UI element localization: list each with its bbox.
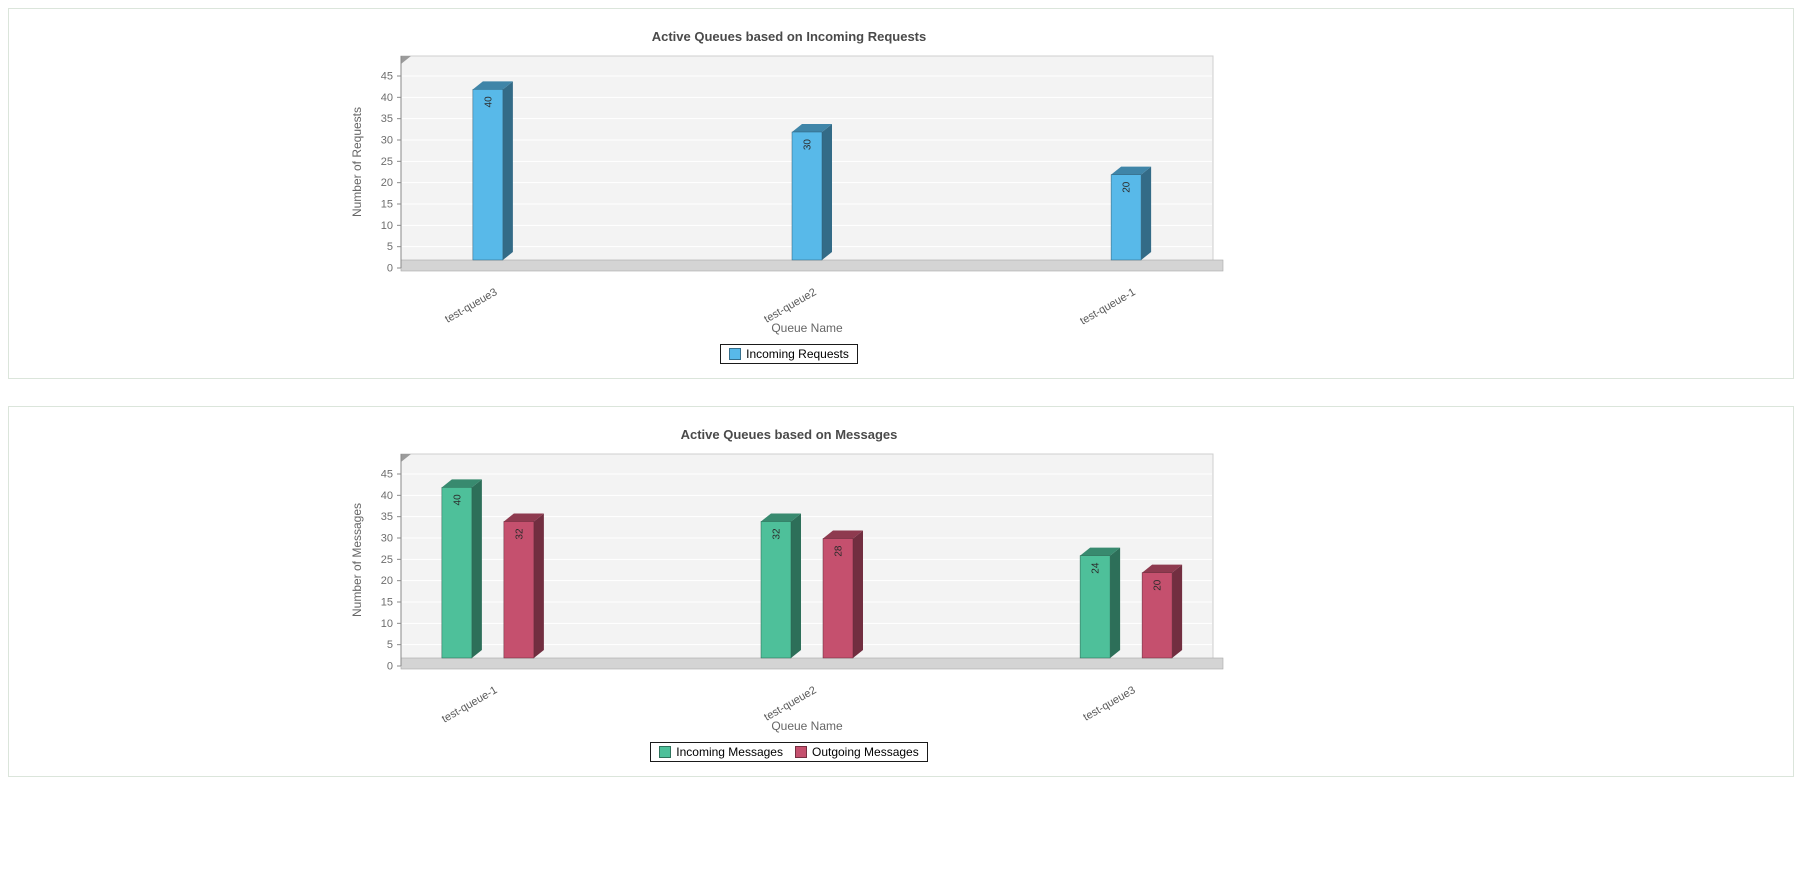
y-axis-tick-label: 10: [381, 220, 393, 232]
bar-side-face: [1172, 564, 1183, 658]
y-axis-tick-label: 15: [381, 597, 393, 609]
bar-value-label: 40: [452, 494, 463, 506]
y-axis-tick-label: 35: [381, 511, 393, 523]
x-category-label: test-queue3: [1081, 684, 1137, 723]
y-axis-tick-label: 5: [387, 639, 393, 651]
x-axis-title: Queue Name: [771, 719, 843, 733]
y-axis-tick-label: 40: [381, 92, 393, 104]
chart-area: Active Queues based on Messages 0 5 10 15 20…: [9, 427, 1569, 762]
y-axis-tick-label: 25: [381, 156, 393, 168]
bar-side-face: [533, 513, 544, 658]
bar: [1141, 572, 1173, 659]
chart-title: Active Queues based on Messages: [680, 427, 898, 442]
bar-value-label: 30: [803, 139, 814, 151]
chart-area: Active Queues based on Incoming Requests…: [9, 29, 1569, 364]
bar-value-label: 20: [1153, 579, 1164, 591]
x-axis-title: Queue Name: [771, 321, 843, 335]
incoming-requests-bar-chart: 0 5 10 15 20 25 30 35 40 45 40 test-queue3 30 test-qu…: [350, 55, 1224, 335]
bar-top-face: [1080, 547, 1121, 556]
wall-corner-3d: [401, 56, 411, 64]
bar: [791, 131, 823, 261]
bar-top-face: [1142, 564, 1183, 573]
bar-top-face: [1111, 166, 1152, 175]
bar-top-face: [761, 513, 801, 522]
bar: [760, 521, 792, 659]
bar-value-label: 20: [1122, 181, 1133, 193]
legend-row: Incoming Requests: [9, 344, 1569, 364]
bar-side-face: [853, 530, 863, 658]
bar-top-face: [503, 513, 544, 522]
chart-panel-incoming-requests: Active Queues based on Incoming Requests…: [8, 8, 1794, 379]
x-category-label: test-queue3: [443, 286, 499, 325]
legend-label: Incoming Messages: [676, 745, 783, 759]
y-axis-tick-label: 45: [381, 469, 393, 481]
legend-item: Incoming Requests: [729, 347, 849, 361]
bar-value-label: 28: [834, 545, 845, 557]
bar-top-face: [823, 530, 863, 539]
bar-top-face: [472, 81, 513, 90]
x-category-label: test-queue2: [762, 684, 818, 723]
legend-label: Outgoing Messages: [811, 745, 919, 759]
y-axis-tick-label: 10: [381, 618, 393, 630]
bar-value-label: 40: [483, 96, 494, 108]
legend-swatch: [794, 746, 807, 758]
bar-value-label: 24: [1091, 562, 1102, 574]
bar: [441, 487, 473, 659]
bar-side-face: [822, 124, 832, 260]
bar-value-label: 32: [772, 528, 783, 540]
y-axis-tick-label: 35: [381, 113, 393, 125]
y-axis-tick-label: 30: [381, 135, 393, 147]
y-axis-tick-label: 30: [381, 533, 393, 545]
bar: [1079, 555, 1111, 659]
floor-3d: [400, 259, 1224, 272]
y-axis-tick-label: 5: [387, 241, 393, 253]
y-axis-tick-label: 0: [387, 263, 393, 275]
bar-side-face: [502, 81, 513, 260]
legend-swatch: [729, 348, 742, 360]
y-axis-tick-label: 20: [381, 575, 393, 587]
y-axis-tick-label: 20: [381, 177, 393, 189]
y-axis-title: Number of Messages: [350, 503, 364, 617]
floor-3d: [400, 657, 1224, 670]
chart-panel-messages: Active Queues based on Messages 0 5 10 15 20…: [8, 406, 1794, 777]
bar-value-label: 32: [514, 528, 525, 540]
bar: [472, 89, 504, 261]
legend-swatch: [659, 746, 672, 758]
messages-bar-chart: 0 5 10 15 20 25 30 35 40 45 40 32 test-queue-1 32 28 te…: [350, 453, 1224, 733]
bar: [822, 538, 854, 659]
wall-corner-3d: [401, 454, 411, 462]
y-axis-tick-label: 0: [387, 661, 393, 673]
y-axis-tick-label: 40: [381, 490, 393, 502]
chart-legend: Incoming Requests: [720, 344, 858, 364]
chart-title: Active Queues based on Incoming Requests: [651, 29, 927, 44]
legend-row: Incoming Messages Outgoing Messages: [9, 742, 1569, 762]
legend-item: Incoming Messages: [659, 745, 783, 759]
x-category-label: test-queue2: [762, 286, 818, 325]
page: Active Queues based on Incoming Requests…: [8, 8, 1794, 777]
y-axis-tick-label: 45: [381, 71, 393, 83]
bar-top-face: [792, 124, 832, 132]
bar-top-face: [441, 479, 482, 488]
bar: [1110, 174, 1142, 261]
bar-side-face: [1141, 166, 1152, 260]
x-category-label: test-queue-1: [1078, 286, 1137, 327]
y-axis-tick-label: 25: [381, 554, 393, 566]
bar-side-face: [471, 479, 482, 658]
legend-label: Incoming Requests: [746, 347, 849, 361]
y-axis-tick-label: 15: [381, 199, 393, 211]
chart-legend: Incoming Messages Outgoing Messages: [650, 742, 928, 762]
bar-side-face: [1110, 547, 1121, 658]
legend-item: Outgoing Messages: [794, 745, 919, 759]
y-axis-title: Number of Requests: [350, 107, 364, 217]
bar-side-face: [791, 513, 801, 658]
x-category-label: test-queue-1: [440, 684, 499, 725]
bar: [503, 521, 535, 659]
